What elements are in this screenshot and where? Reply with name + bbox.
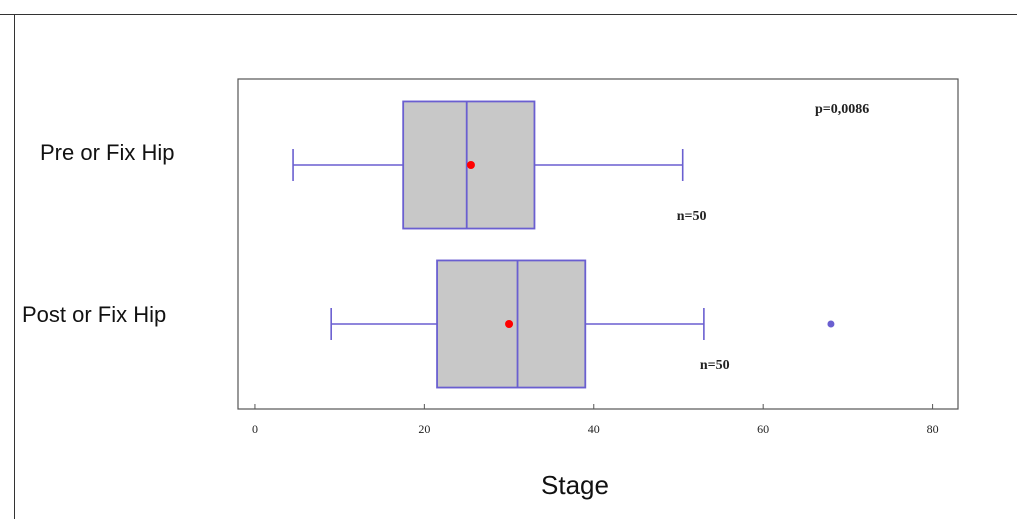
x-axis-label: Stage (541, 470, 609, 500)
box-group-2: n=50 (330, 259, 835, 389)
category-label-pre: Pre or Fix Hip (40, 140, 174, 165)
plot-area (237, 78, 959, 410)
boxes-layer: n=50 n=50 (292, 100, 835, 389)
x-tick-label: 80 (927, 422, 939, 436)
n-label: n=50 (677, 209, 707, 224)
mean-marker (466, 161, 475, 169)
x-tick-label: 60 (757, 422, 769, 436)
x-tick-label: 0 (252, 422, 258, 436)
p-value-annotation: p=0,0086 (815, 102, 869, 117)
outlier-point (827, 320, 835, 328)
x-tick-label: 20 (418, 422, 430, 436)
x-tick-label: 40 (588, 422, 600, 436)
iqr-box (402, 100, 536, 230)
category-label-post: Post or Fix Hip (22, 302, 166, 327)
box-group-1: n=50 (292, 100, 707, 230)
mean-marker (505, 320, 514, 328)
x-axis-ticks: 0 20 40 60 80 (252, 404, 939, 436)
n-label: n=50 (700, 358, 730, 373)
